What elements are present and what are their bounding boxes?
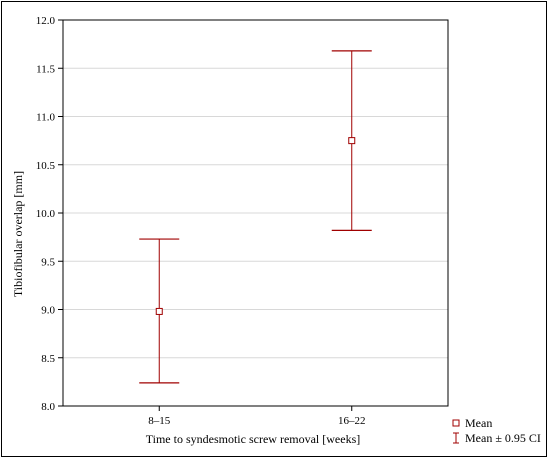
error-bar bbox=[331, 50, 372, 231]
legend-ci-marker bbox=[453, 432, 459, 444]
error-bar bbox=[139, 238, 180, 384]
x-axis: 8–15 16–22 bbox=[148, 406, 366, 427]
x-axis-title: Time to syndesmotic screw removal [weeks… bbox=[146, 432, 361, 446]
legend-ci-label: Mean ± 0.95 CI bbox=[465, 431, 541, 445]
y-tick-label: 8.0 bbox=[41, 401, 55, 413]
y-tick-label: 9.5 bbox=[41, 256, 55, 268]
y-tick-label: 10.0 bbox=[36, 208, 56, 220]
y-tick-label: 12.0 bbox=[36, 15, 56, 27]
data-marks bbox=[139, 50, 372, 384]
y-tick-label: 11.5 bbox=[36, 63, 55, 75]
legend: Mean Mean ± 0.95 CI bbox=[452, 416, 541, 445]
mean-point bbox=[348, 137, 356, 145]
legend-mean-marker bbox=[452, 419, 460, 427]
y-tick-label: 9.0 bbox=[41, 305, 55, 317]
mean-point bbox=[155, 307, 163, 315]
legend-mean-label: Mean bbox=[465, 416, 492, 430]
y-axis-title: Tibiofibular overlap [mm] bbox=[11, 171, 25, 297]
y-tick-label: 8.5 bbox=[41, 353, 55, 365]
y-tick-label: 10.5 bbox=[36, 160, 56, 172]
x-tick-label: 16–22 bbox=[338, 415, 366, 427]
x-tick-label: 8–15 bbox=[148, 415, 171, 427]
y-axis: 8.0 8.5 9.0 9.5 10.0 10.5 11.0 11.5 12.0 bbox=[36, 15, 63, 413]
y-tick-label: 11.0 bbox=[36, 112, 55, 124]
grid-lines bbox=[63, 67, 448, 359]
